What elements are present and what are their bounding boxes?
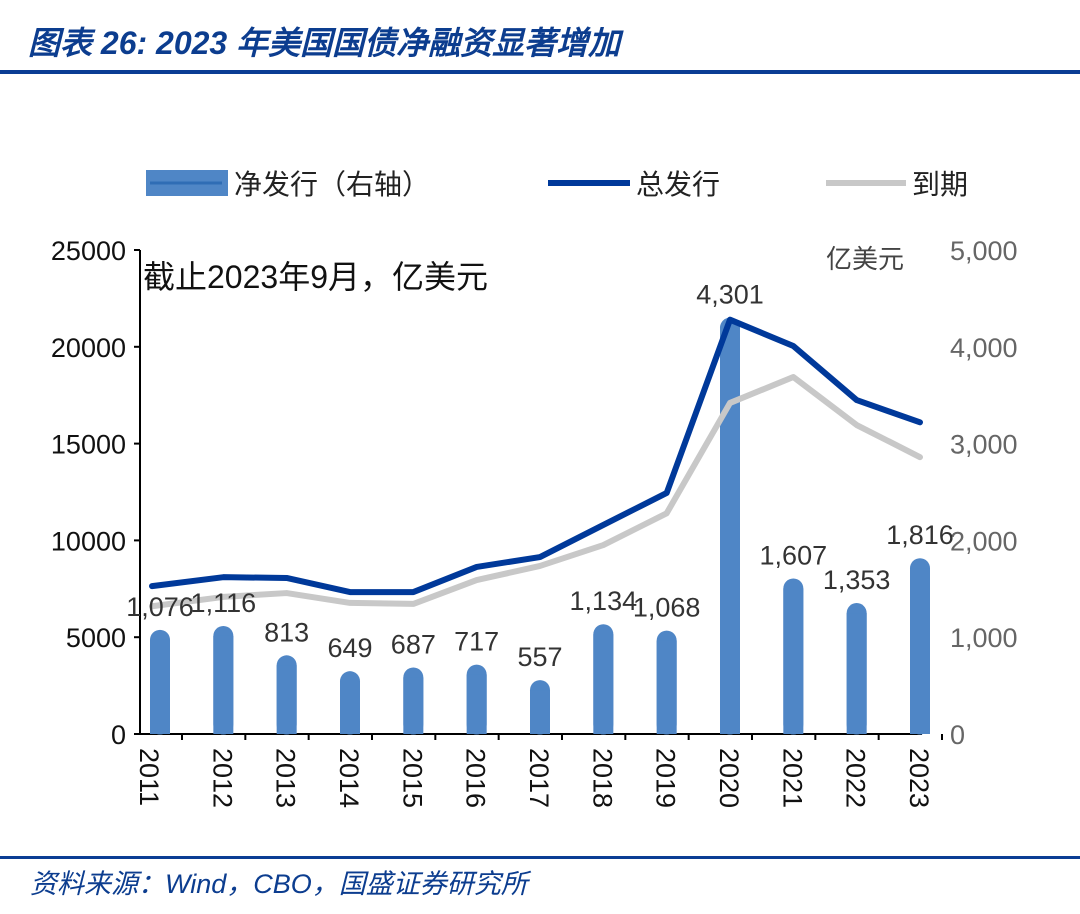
x-axis-tick-label: 2011 [134,748,164,806]
bar-net-issuance-base [340,681,360,734]
figure-title: 图表 26: 2023 年美国国债净融资显著增加 [28,25,621,61]
source-note: 资料来源：Wind，CBO，国盛证券研究所 [30,869,528,899]
bar-net-issuance-base [276,665,297,734]
bar-net-issuance-base [150,639,170,734]
legend: 净发行（右轴） 总发行 到期 [146,169,968,200]
bar-data-label: 1,076 [126,592,194,622]
x-axis-tick-label: 2022 [841,748,871,808]
x-axis-tick-label: 2017 [524,748,554,808]
right-axis-tick-label: 1,000 [950,623,1018,653]
x-axis-tick-label: 2020 [714,748,744,808]
bar-data-label: 1,068 [633,593,701,623]
x-axis-tick-label: 2016 [461,748,491,808]
bar-net-issuance-base [910,568,930,734]
bar-net-issuance-base [530,690,550,734]
header-rule [0,70,1080,74]
bar-net-issuance-base [213,635,234,734]
x-axis-tick-label: 2014 [334,748,364,808]
bar-data-label: 717 [454,627,499,657]
bar-net-issuance-base [783,588,804,734]
chart-annotation: 截止2023年9月，亿美元 [143,259,488,295]
bar-data-label: 1,134 [570,586,638,616]
left-axis-tick-label: 5000 [66,623,126,653]
legend-label-total: 总发行 [636,169,720,200]
bar-net-issuance-base [846,613,867,734]
bar-data-label: 813 [264,617,309,647]
x-axis-tick-label: 2019 [651,748,681,808]
bar-data-label: 557 [517,642,562,672]
line-maturity [149,374,923,610]
right-axis-tick-label: 5,000 [950,236,1018,266]
x-axis-tick-label: 2012 [207,748,237,808]
right-axis-tick-label: 2,000 [950,526,1018,556]
right-axis-tick-label: 4,000 [950,333,1018,363]
bar-data-label: 687 [391,629,436,659]
bar-net-issuance-base [466,674,487,734]
right-axis-tick-label: 3,000 [950,430,1018,460]
legend-label-net: 净发行（右轴） [234,169,430,200]
left-axis-tick-label: 15000 [51,430,126,460]
bar-net-issuance-base [720,327,740,734]
bar-data-label: 1,353 [823,565,891,595]
x-axis-tick-label: 2023 [904,748,934,808]
right-axis-tick-label: 0 [950,720,965,750]
bar-net-issuance-base [593,634,614,734]
line-total-issuance [149,316,923,596]
left-axis-tick-label: 20000 [51,333,126,363]
footer-rule [0,856,1080,859]
bar-data-label: 4,301 [696,280,764,310]
x-axis-tick-label: 2013 [271,748,301,808]
bar-data-label: 1,116 [191,588,257,618]
bar-data-label: 649 [327,633,372,663]
left-axis-tick-label: 0 [111,720,126,750]
right-axis-unit: 亿美元 [826,244,904,274]
bar-net-issuance-base [656,640,677,734]
legend-label-maturity: 到期 [912,169,968,200]
x-axis-tick-label: 2021 [777,748,807,808]
x-axis-tick-label: 2015 [397,748,427,808]
left-axis-tick-label: 25000 [51,236,126,266]
bar-net-issuance-base [403,677,424,734]
x-axis-tick-label: 2018 [587,748,617,808]
bar-data-label: 1,816 [886,520,954,550]
left-axis-tick-label: 10000 [51,526,126,556]
bar-data-label: 1,607 [760,540,828,570]
